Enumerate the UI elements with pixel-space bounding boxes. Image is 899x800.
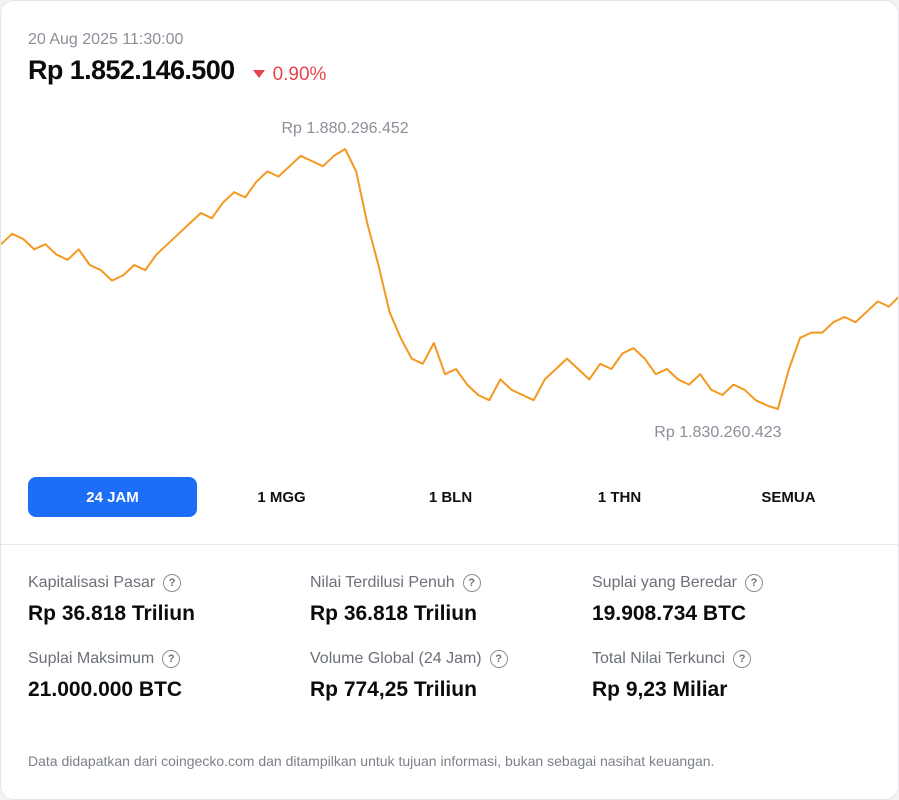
current-price: Rp 1.852.146.500 [28,55,235,85]
stat-label: Kapitalisasi Pasar [28,574,156,591]
stat-label: Suplai yang Beredar [592,574,737,591]
help-icon[interactable]: ? [162,650,181,668]
stat-global-volume: Volume Global (24 Jam)? Rp 774,25 Triliu… [310,650,592,702]
tab-24-jam[interactable]: 24 JAM [28,477,197,517]
help-icon[interactable]: ? [489,650,508,668]
stat-value: Rp 774,25 Triliun [310,678,477,701]
stat-value: Rp 36.818 Triliun [28,602,195,625]
down-triangle-icon [252,70,265,78]
stat-label: Volume Global (24 Jam) [310,650,482,667]
chart-min-label: Rp 1.830.260.423 [654,424,781,441]
stat-max-supply: Suplai Maksimum? 21.000.000 BTC [28,650,310,702]
price-change: 0.90% [252,64,327,86]
tab-1-thn[interactable]: 1 THN [597,488,642,506]
stat-value: Rp 9,23 Miliar [592,678,728,701]
stats-grid: Kapitalisasi Pasar? Rp 36.818 Triliun Ni… [28,574,878,702]
price-change-percent: 0.90% [272,64,327,85]
stat-total-value-locked: Total Nilai Terkunci? Rp 9,23 Miliar [592,650,874,702]
stat-fully-diluted-value: Nilai Terdilusi Penuh? Rp 36.818 Triliun [310,574,592,626]
stat-value: 19.908.734 BTC [592,602,747,625]
help-icon[interactable]: ? [733,650,752,668]
help-icon[interactable]: ? [744,574,763,592]
price-line [1,148,898,410]
tab-semua[interactable]: SEMUA [761,488,816,506]
price-chart-svg: Rp 1.880.296.452 Rp 1.830.260.423 [1,120,898,441]
stat-value: Rp 36.818 Triliun [310,602,477,625]
help-icon[interactable]: ? [462,574,481,592]
tab-1-bln[interactable]: 1 BLN [428,488,473,506]
stat-label: Total Nilai Terkunci [592,650,726,667]
stat-value: 21.000.000 BTC [28,678,183,701]
help-icon[interactable]: ? [163,574,182,592]
disclaimer-text: Data didapatkan dari coingecko.com dan d… [28,753,715,769]
price-row: Rp 1.852.146.500 0.90% [28,55,326,86]
stat-label: Nilai Terdilusi Penuh [310,574,455,591]
time-range-tabs: 24 JAM 1 MGG 1 BLN 1 THN SEMUA [28,477,873,517]
section-divider [1,544,898,545]
stat-market-cap: Kapitalisasi Pasar? Rp 36.818 Triliun [28,574,310,626]
price-header: 20 Aug 2025 11:30:00 Rp 1.852.146.500 0.… [28,31,326,86]
stat-circulating-supply: Suplai yang Beredar? 19.908.734 BTC [592,574,874,626]
price-timestamp: 20 Aug 2025 11:30:00 [28,31,184,48]
price-chart[interactable]: Rp 1.880.296.452 Rp 1.830.260.423 [1,101,898,461]
chart-max-label: Rp 1.880.296.452 [281,120,408,137]
stat-label: Suplai Maksimum [28,650,155,667]
tab-1-mgg[interactable]: 1 MGG [257,488,306,506]
